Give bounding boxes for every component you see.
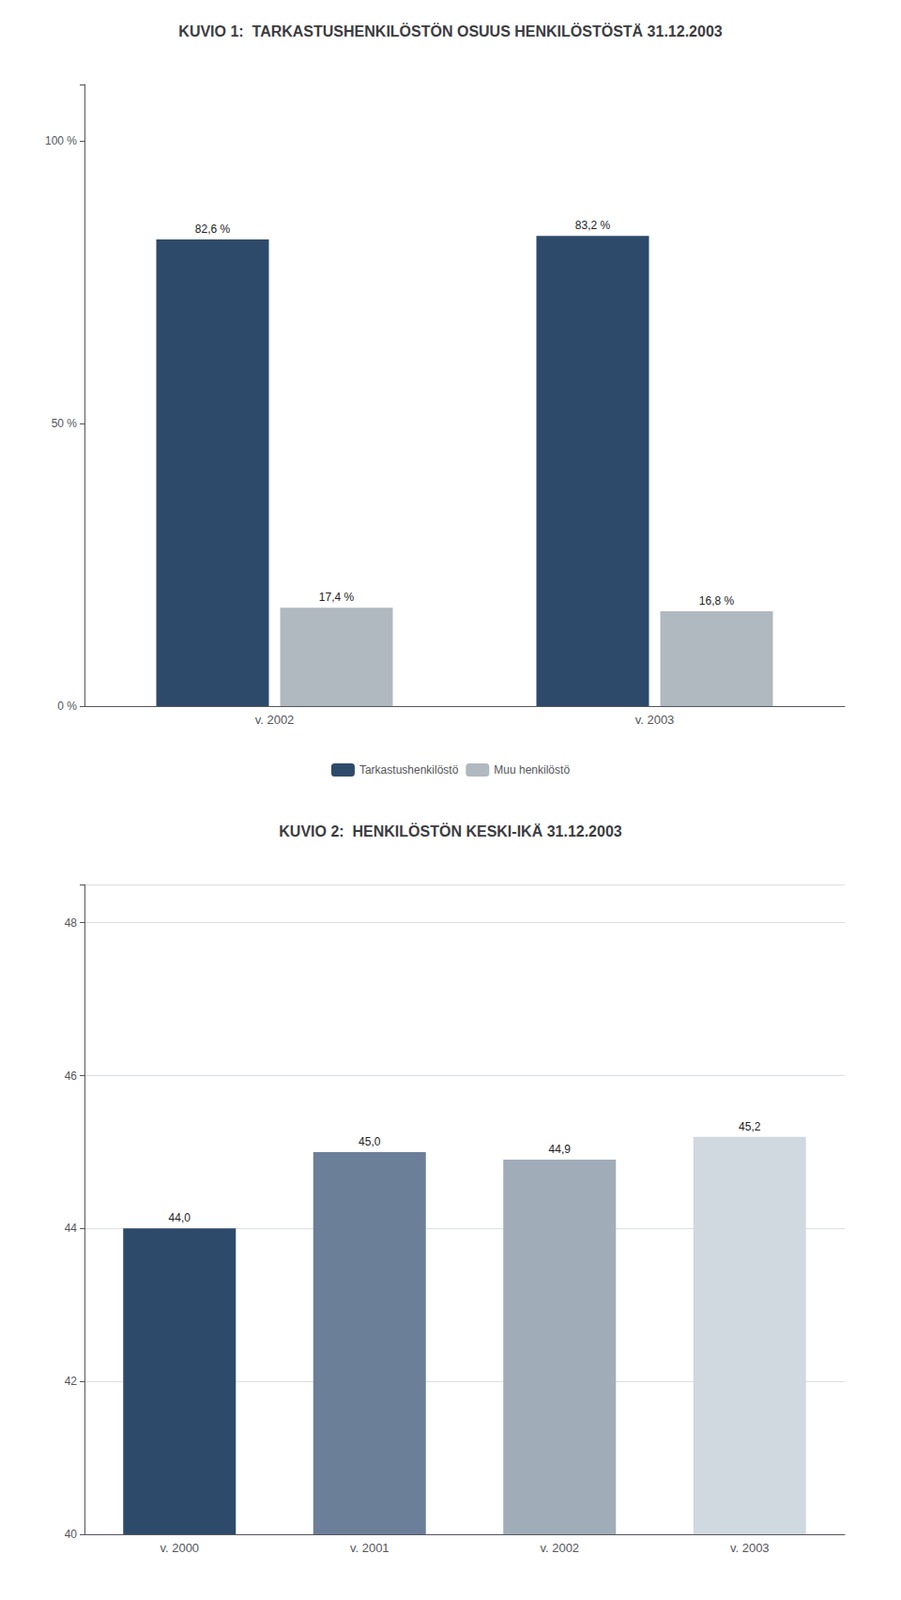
svg-text:82,6 %: 82,6 % — [195, 222, 231, 236]
svg-text:44,9: 44,9 — [549, 1142, 572, 1156]
svg-text:46: 46 — [64, 1068, 78, 1083]
svg-text:v. 2002: v. 2002 — [255, 712, 295, 727]
svg-text:44: 44 — [64, 1221, 78, 1235]
svg-text:40: 40 — [64, 1527, 78, 1541]
svg-text:45,2: 45,2 — [738, 1119, 762, 1133]
svg-text:v. 2003: v. 2003 — [730, 1540, 770, 1555]
svg-text:Tarkastushenkilöstö: Tarkastushenkilöstö — [359, 763, 459, 777]
svg-text:v. 2003: v. 2003 — [635, 712, 675, 727]
svg-text:50 %: 50 % — [51, 416, 78, 430]
svg-text:45,0: 45,0 — [358, 1134, 382, 1148]
svg-text:v. 2000: v. 2000 — [159, 1540, 199, 1555]
svg-text:44,0: 44,0 — [168, 1210, 192, 1224]
svg-text:48: 48 — [64, 916, 78, 930]
svg-text:42: 42 — [64, 1374, 78, 1388]
svg-text:17,4 %: 17,4 % — [319, 590, 355, 604]
svg-text:83,2 %: 83,2 % — [575, 218, 611, 232]
svg-text:Muu henkilöstö: Muu henkilöstö — [493, 763, 570, 777]
svg-text:100 %: 100 % — [45, 134, 77, 148]
svg-text:v. 2001: v. 2001 — [350, 1540, 390, 1555]
svg-text:16,8 %: 16,8 % — [699, 594, 735, 608]
svg-text:0 %: 0 % — [57, 699, 77, 713]
svg-text:v. 2002: v. 2002 — [539, 1540, 580, 1555]
svg-text:KUVIO 1: TARKASTUSHENKILÖSTÖN: KUVIO 1: TARKASTUSHENKILÖSTÖN OSUUS HENK… — [178, 22, 722, 40]
svg-text:KUVIO 2: HENKILÖSTÖN KESKI-IK: KUVIO 2: HENKILÖSTÖN KESKI-IKÄ 31.12.200… — [278, 822, 623, 840]
